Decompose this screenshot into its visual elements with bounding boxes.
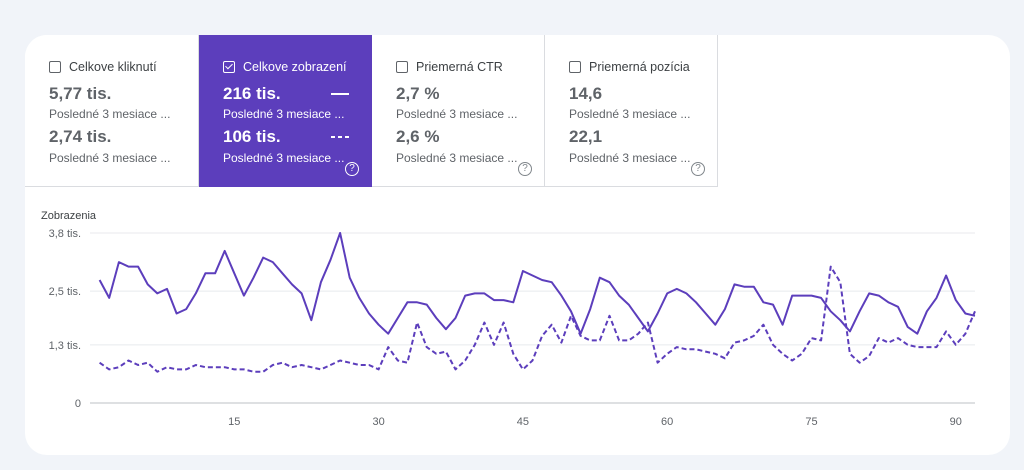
metric-period-primary: Posledné 3 mesiace ... <box>569 107 691 121</box>
y-tick-label: 1,3 tis. <box>49 340 81 352</box>
metric-value-compare: 2,6 % <box>396 127 440 146</box>
performance-card: Celkove kliknutí 5,77 tis. Posledné 3 me… <box>25 35 1010 455</box>
impressions-line-chart[interactable]: 0 1,3 tis. 2,5 tis. 3,8 tis. 15 30 45 60 75 90 <box>25 35 1010 455</box>
x-tick-label: 60 <box>661 416 673 428</box>
checkbox-unchecked-icon[interactable] <box>396 61 408 73</box>
y-tick-label: 0 <box>75 398 81 410</box>
metric-period-primary: Posledné 3 mesiace ... <box>396 107 518 121</box>
metric-label: Priemerná CTR <box>416 60 503 74</box>
solid-line-legend-icon <box>331 93 349 95</box>
x-tick-label: 75 <box>805 416 817 428</box>
metric-value-primary: 5,77 tis. <box>49 84 112 103</box>
metric-period-compare: Posledné 3 mesiace ... <box>49 151 171 165</box>
metric-value-compare: 22,1 <box>569 127 603 146</box>
metric-period-primary: Posledné 3 mesiace ... <box>49 107 171 121</box>
metric-tile-clicks[interactable]: Celkove kliknutí 5,77 tis. Posledné 3 me… <box>25 35 199 187</box>
metric-period-compare: Posledné 3 mesiace ... <box>223 151 345 165</box>
metric-label: Priemerná pozícia <box>589 60 690 74</box>
metric-header[interactable]: Celkove zobrazení <box>223 60 347 74</box>
series-line-primary <box>98 232 976 335</box>
y-tick-label: 3,8 tis. <box>49 228 81 240</box>
metric-value-primary: 216 tis. <box>223 84 281 103</box>
metric-period-primary: Posledné 3 mesiace ... <box>223 107 345 121</box>
x-tick-label: 45 <box>517 416 529 428</box>
metric-period-compare: Posledné 3 mesiace ... <box>396 151 518 165</box>
checkbox-unchecked-icon[interactable] <box>569 61 581 73</box>
metric-value-primary: 14,6 <box>569 84 603 103</box>
metric-header[interactable]: Priemerná CTR <box>396 60 503 74</box>
help-icon[interactable]: ? <box>518 162 532 176</box>
checkbox-checked-icon[interactable] <box>223 61 235 73</box>
help-icon[interactable]: ? <box>691 162 705 176</box>
x-tick-label: 30 <box>372 416 384 428</box>
dashed-line-legend-icon <box>331 136 349 138</box>
metric-label: Celkove kliknutí <box>69 60 157 74</box>
metric-label: Celkove zobrazení <box>243 60 347 74</box>
metric-value-compare: 2,74 tis. <box>49 127 112 146</box>
metric-tile-position[interactable]: Priemerná pozícia 14,6 Posledné 3 mesiac… <box>545 35 718 187</box>
metric-header[interactable]: Priemerná pozícia <box>569 60 690 74</box>
metric-value-primary: 2,7 % <box>396 84 440 103</box>
metric-tile-ctr[interactable]: Priemerná CTR 2,7 % Posledné 3 mesiace .… <box>372 35 545 187</box>
y-axis-title: Zobrazenia <box>41 210 97 222</box>
metric-period-compare: Posledné 3 mesiace ... <box>569 151 691 165</box>
metric-tile-impressions[interactable]: Celkove zobrazení 216 tis. Posledné 3 me… <box>199 35 372 187</box>
x-tick-label: 90 <box>950 416 962 428</box>
metric-value-compare: 106 tis. <box>223 127 281 146</box>
metric-header[interactable]: Celkove kliknutí <box>49 60 157 74</box>
x-tick-label: 15 <box>228 416 240 428</box>
help-icon[interactable]: ? <box>345 162 359 176</box>
checkbox-unchecked-icon[interactable] <box>49 61 61 73</box>
y-tick-label: 2,5 tis. <box>49 286 81 298</box>
series-line-compare <box>99 265 976 373</box>
